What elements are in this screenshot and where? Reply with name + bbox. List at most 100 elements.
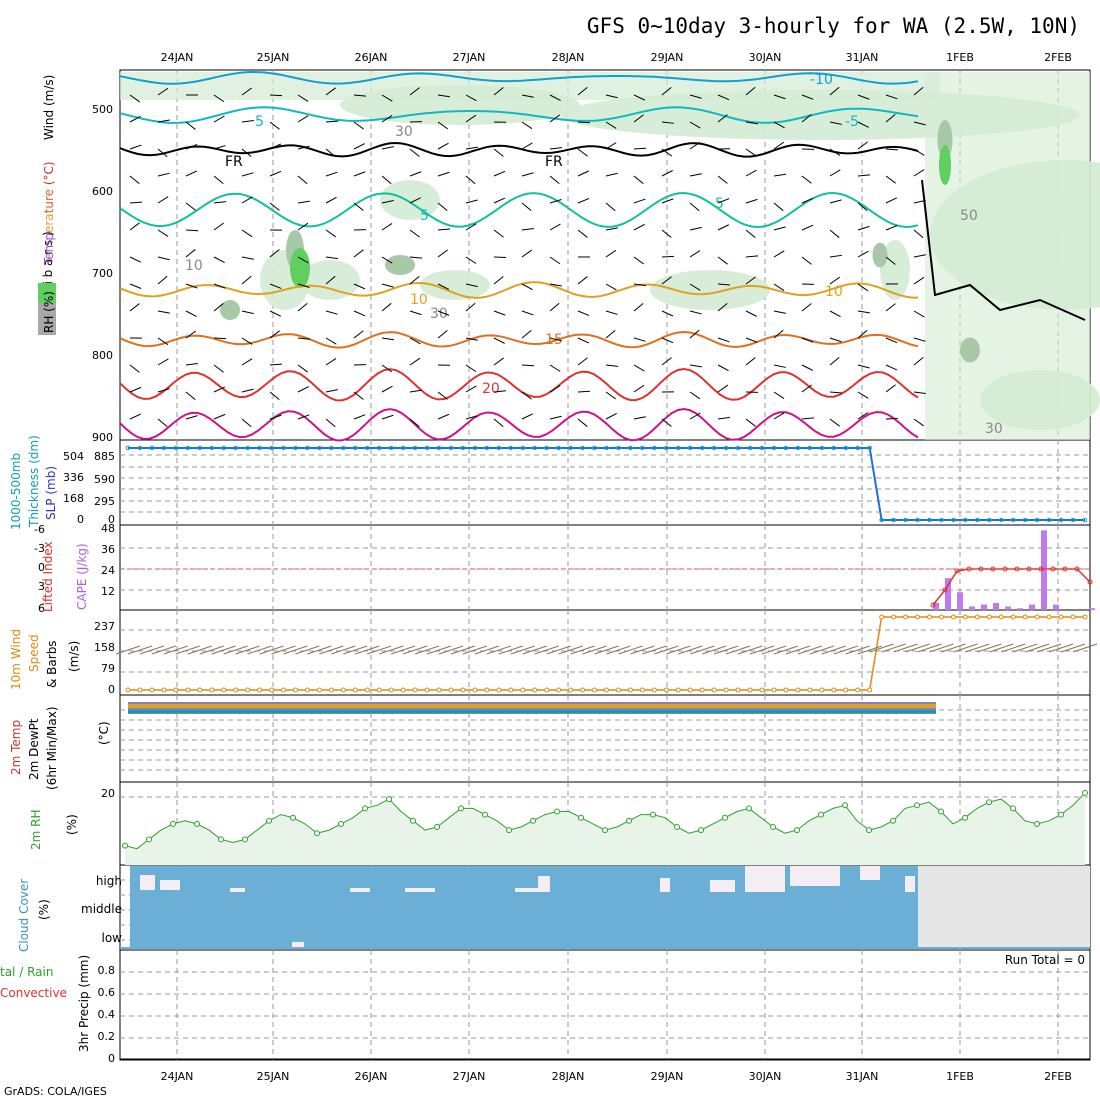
wind-barb [633,223,645,231]
wind10-barb [379,645,404,655]
wind-barb [689,202,700,212]
wind10-point [304,687,310,693]
wind-barb [269,330,280,339]
wind10-point [855,687,861,693]
contour-label: 15 [545,332,563,348]
slp-point [879,517,884,523]
wind-barb [549,175,560,185]
wind10-barb [199,645,224,655]
wind-barb [129,201,143,204]
wind10-barb [893,643,918,653]
wind-barb [661,198,674,204]
wind-barb [241,120,254,123]
wind10-point [807,687,813,693]
wind-barb [801,224,814,231]
wind-barb [437,283,449,290]
wind-barb [717,384,729,393]
wind10-point [221,687,227,693]
contour-label: FR [225,154,243,170]
slp-point [293,445,298,451]
wind-barb [605,391,617,400]
wind-barb [325,229,337,238]
wind-barb [493,148,504,157]
wind-barb [717,416,730,420]
wind-barb [913,229,924,239]
pressure-tick: 500 [92,103,113,116]
wind-barb [521,283,533,291]
rh2m-point [218,836,224,843]
wind-barb [661,121,674,124]
wind-barb [633,94,646,101]
wind10-point [986,614,992,620]
rh2m-point [1082,789,1088,796]
wind-barb [521,413,534,420]
wind10-barb [785,645,811,655]
wind-barb [409,148,420,157]
wind-barb [689,364,702,368]
wind-barb [717,256,728,265]
slp-point [711,445,717,451]
wind-barb [773,202,784,212]
dewpt-band [128,710,936,713]
cloud-gap [230,888,245,892]
wind-barb [857,121,869,128]
wind-barb [157,229,169,237]
date-label-top: 2FEB [1044,51,1072,64]
rh2m-point [794,827,800,834]
wind10-point [544,687,550,693]
wind-barb [213,175,224,185]
wind10-point [735,687,741,693]
slp-point [376,445,382,451]
rh2m-point [890,817,896,824]
wind-barb [521,249,533,258]
slp-point [616,445,621,451]
slp-point [975,517,980,523]
wind10-barb [438,645,464,655]
wind-barb [129,175,140,184]
wind-barb [213,413,226,420]
slp-point [939,517,944,523]
slp-point [998,517,1004,523]
wind-barb [661,276,672,285]
wind-barb [409,87,420,96]
wind-barb [437,310,450,316]
cape-bar [981,604,987,610]
slp-point [568,445,573,451]
wind10-point [137,687,143,693]
wind10-point [532,687,538,693]
cloud-gap [350,888,370,892]
wind10-point [388,687,394,693]
pressure-tick: 800 [92,349,113,362]
slp-point [664,445,669,451]
wind10-barb [1048,643,1074,653]
precip-label: 3hr Precip (mm) [77,955,91,1052]
slp-point [532,445,538,451]
wind-barb [633,114,644,123]
wind-barb [801,197,814,204]
wind-barb [661,357,672,366]
wind-barb [801,114,812,123]
wind-barb [465,364,477,373]
cape-bar [957,592,963,610]
slp-point [1082,517,1088,523]
wind10-barb [809,645,834,655]
slp-point [173,445,179,451]
slp-point [951,517,956,523]
wind-barb [773,364,786,368]
wind-barb [521,142,533,150]
wind10-barb [989,643,1014,653]
wind-barb [297,175,308,185]
contour-label: 5 [715,196,724,212]
slp-point [556,445,561,451]
lifted-index-point [930,602,936,608]
wind-barb [437,171,450,177]
thickness-label: 1000-500mb [9,453,23,530]
wind-barb [633,175,644,184]
precip-total-label: tal / Rain [0,965,53,979]
wind-barb [549,114,561,123]
wind10-point [580,687,586,693]
wind-barb [409,229,420,238]
slp-point [125,445,131,451]
wind-barb [465,199,478,204]
wind-barb [745,310,757,317]
